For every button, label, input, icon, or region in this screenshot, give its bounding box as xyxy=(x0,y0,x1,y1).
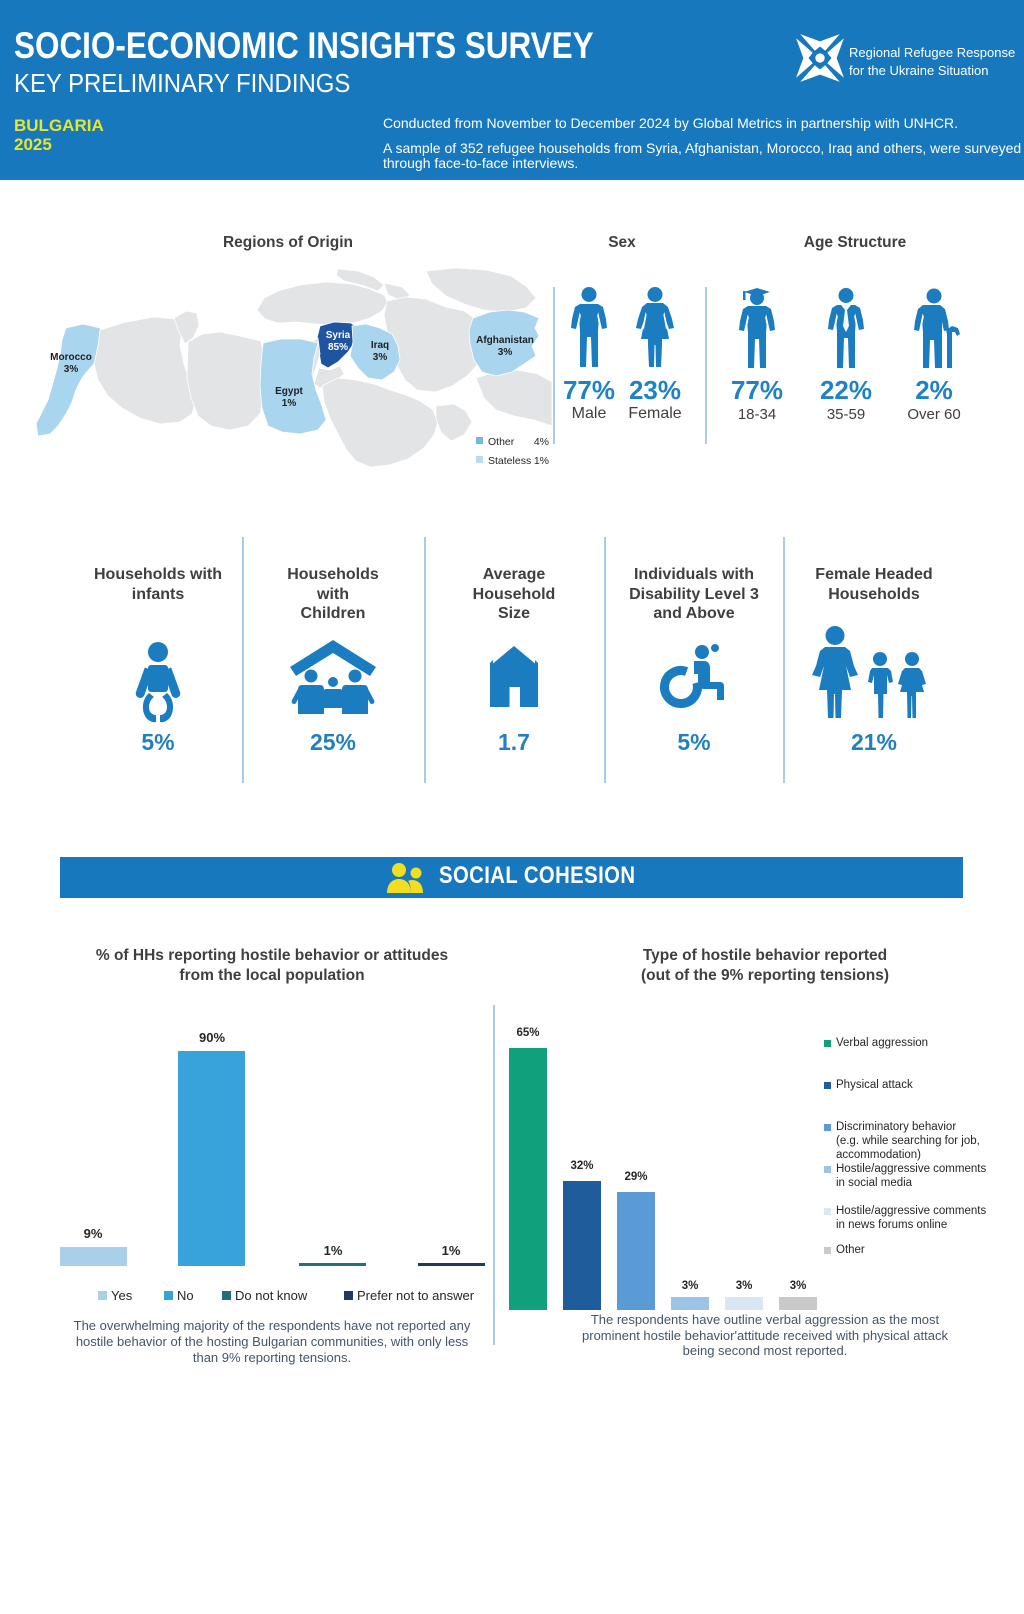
svg-text:Afghanistan: Afghanistan xyxy=(476,335,534,346)
svg-text:Iraq: Iraq xyxy=(371,340,389,351)
svg-text:Morocco: Morocco xyxy=(50,352,92,363)
svg-text:1%: 1% xyxy=(534,455,549,467)
svg-text:1%: 1% xyxy=(282,398,297,409)
svg-text:3%: 3% xyxy=(498,347,513,358)
svg-text:4%: 4% xyxy=(534,436,549,448)
svg-text:Stateless: Stateless xyxy=(488,455,531,467)
svg-text:Syria: Syria xyxy=(326,330,351,341)
svg-text:Other: Other xyxy=(488,436,515,448)
svg-text:Egypt: Egypt xyxy=(275,386,303,397)
svg-text:85%: 85% xyxy=(328,342,348,353)
svg-text:3%: 3% xyxy=(373,352,388,363)
svg-text:3%: 3% xyxy=(64,364,79,375)
